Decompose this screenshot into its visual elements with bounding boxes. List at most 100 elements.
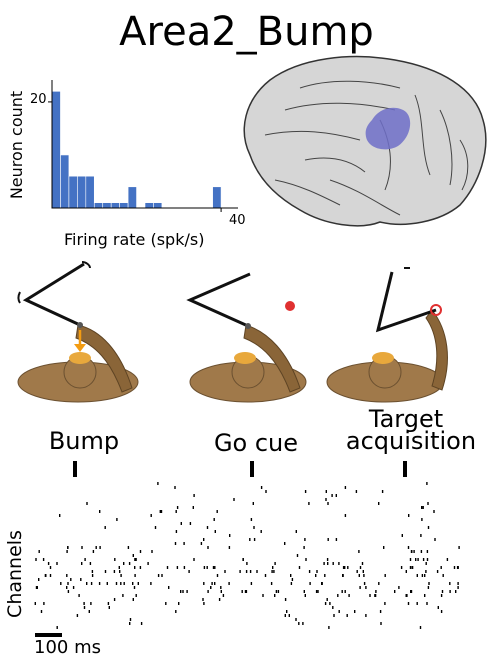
spike-tick xyxy=(422,558,425,561)
spike-tick xyxy=(270,582,273,585)
event-label-target-line2: acquisition xyxy=(345,427,477,455)
spike-tick xyxy=(242,558,244,561)
spike-tick xyxy=(106,582,108,585)
spike-tick xyxy=(140,622,143,625)
spike-tick xyxy=(381,490,384,493)
spike-tick xyxy=(174,542,177,545)
spike-tick xyxy=(115,582,118,585)
go-cue-panel xyxy=(186,272,307,403)
spike-tick xyxy=(437,606,439,609)
spike-tick xyxy=(193,494,195,497)
spike-tick xyxy=(202,598,204,601)
spike-tick xyxy=(56,626,58,629)
target-event-marker xyxy=(403,461,407,477)
spike-tick xyxy=(180,590,182,593)
spike-tick xyxy=(327,562,329,565)
spike-tick xyxy=(290,582,293,585)
spike-tick xyxy=(49,566,52,569)
spike-tick xyxy=(66,574,68,577)
spike-tick xyxy=(420,550,423,553)
spike-tick xyxy=(129,622,131,625)
spike-tick xyxy=(427,586,430,589)
spike-tick xyxy=(249,570,252,573)
histogram-bar xyxy=(127,186,137,209)
spike-tick xyxy=(378,582,380,585)
spike-tick xyxy=(88,610,90,613)
spike-tick xyxy=(67,546,69,549)
spike-tick xyxy=(174,486,176,489)
spike-tick xyxy=(120,574,122,577)
spike-tick xyxy=(304,538,306,541)
histogram-plot xyxy=(48,80,238,212)
spike-tick xyxy=(453,566,456,569)
spike-tick xyxy=(260,486,263,489)
spike-tick xyxy=(218,598,221,601)
spike-tick xyxy=(135,594,137,597)
spike-tick xyxy=(192,506,194,509)
spike-tick xyxy=(91,574,94,577)
spike-tick xyxy=(214,566,216,569)
spike-tick xyxy=(332,562,334,565)
spike-tick xyxy=(245,570,248,573)
spike-tick xyxy=(116,518,118,521)
spike-tick xyxy=(182,590,184,593)
spike-tick xyxy=(426,602,428,605)
spike-tick xyxy=(410,550,413,553)
spike-tick xyxy=(315,590,318,593)
spike-tick xyxy=(250,518,253,521)
spike-tick xyxy=(108,606,110,609)
spike-tick xyxy=(83,606,86,609)
spike-tick xyxy=(180,522,182,525)
spike-tick xyxy=(347,566,349,569)
spike-tick xyxy=(214,582,216,585)
spike-tick xyxy=(380,622,382,625)
spike-tick xyxy=(134,574,136,577)
scale-bar-label: 100 ms xyxy=(34,637,101,658)
spike-tick xyxy=(206,566,208,569)
spike-tick xyxy=(151,550,153,553)
spike-tick xyxy=(256,570,258,573)
spike-tick xyxy=(327,502,329,505)
histogram-axes xyxy=(51,80,238,209)
spike-tick xyxy=(113,598,116,601)
spike-tick xyxy=(262,594,264,597)
spike-tick xyxy=(253,538,256,541)
spike-tick xyxy=(344,566,346,569)
spike-tick xyxy=(359,566,362,569)
histogram-bar xyxy=(119,202,129,209)
spike-tick xyxy=(253,526,255,529)
spike-tick xyxy=(222,594,225,597)
spike-tick xyxy=(419,626,422,629)
spike-tick xyxy=(207,590,209,593)
spike-tick xyxy=(342,574,344,577)
spike-tick xyxy=(133,586,136,589)
spike-tick xyxy=(275,590,278,593)
spike-tick xyxy=(135,558,137,561)
spike-tick xyxy=(288,614,290,617)
spike-tick xyxy=(114,558,116,561)
spike-tick xyxy=(344,486,347,489)
spike-tick xyxy=(66,586,68,589)
spike-tick xyxy=(241,590,243,593)
spike-tick xyxy=(363,574,365,577)
spike-tick xyxy=(104,570,107,573)
spike-tick xyxy=(122,594,124,597)
spike-tick xyxy=(331,494,333,497)
spike-tick xyxy=(139,550,142,553)
spike-tick xyxy=(123,582,125,585)
spike-tick xyxy=(249,538,251,541)
spike-tick xyxy=(83,602,85,605)
spike-tick xyxy=(455,590,457,593)
histogram-bar xyxy=(93,202,104,209)
spike-tick xyxy=(383,546,385,549)
spike-tick xyxy=(298,622,300,625)
spike-tick xyxy=(168,586,170,589)
spike-tick xyxy=(427,526,430,529)
spike-tick xyxy=(59,514,61,517)
spike-tick xyxy=(426,482,428,485)
spike-tick xyxy=(188,570,190,573)
spike-tick xyxy=(446,558,449,561)
spike-tick xyxy=(175,510,177,513)
spike-tick xyxy=(166,566,169,569)
spike-tick xyxy=(203,538,205,541)
